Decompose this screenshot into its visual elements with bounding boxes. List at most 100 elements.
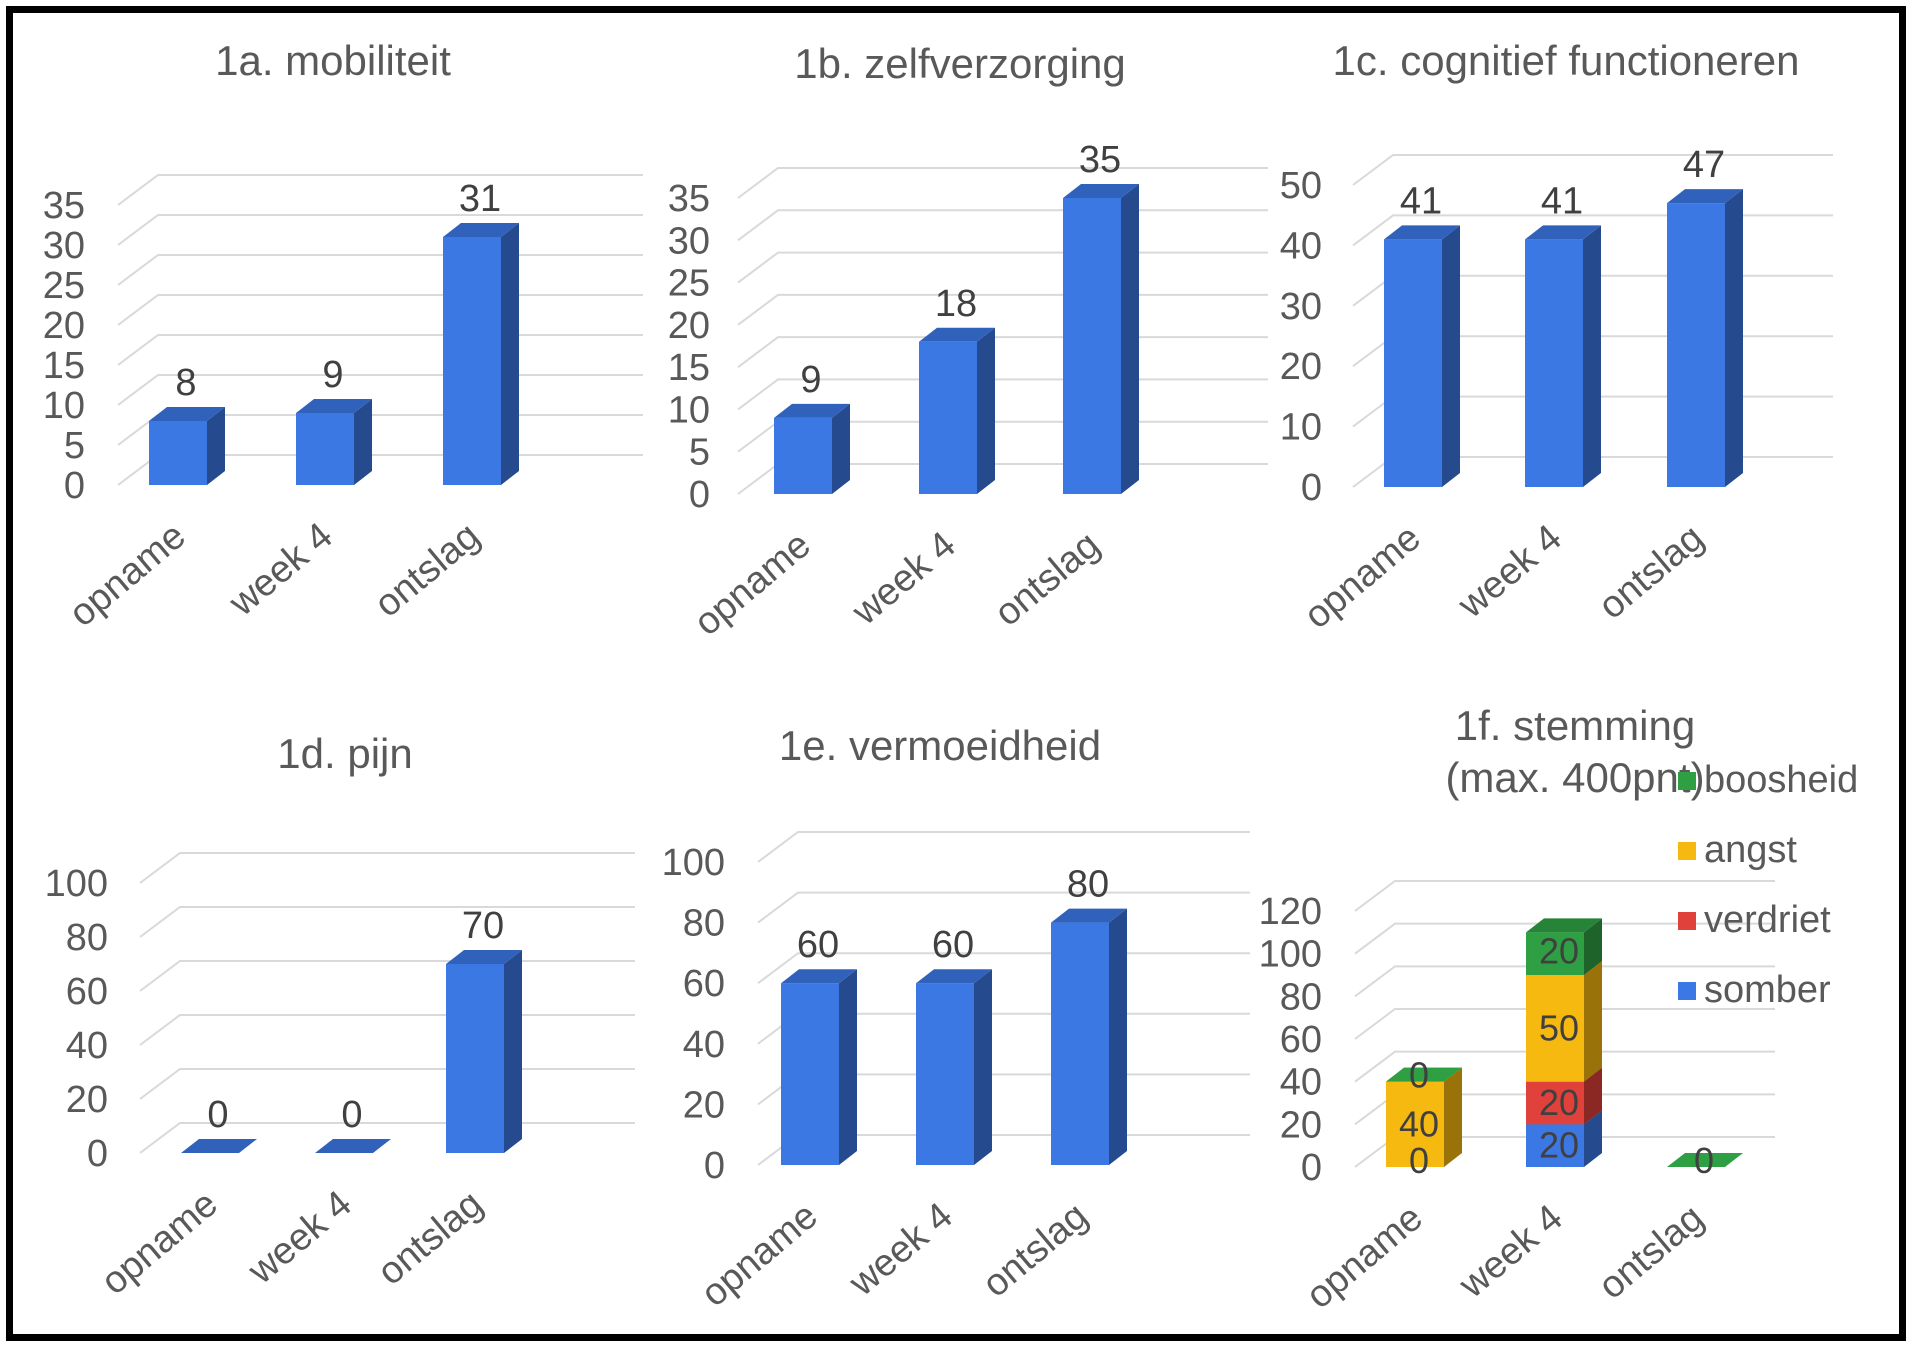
- x-category-label: opname: [94, 1183, 226, 1303]
- y-tick-label: 0: [704, 1145, 725, 1187]
- x-category-label: week 4: [844, 524, 964, 634]
- y-tick-label: 0: [87, 1133, 108, 1175]
- bar: [181, 1139, 257, 1153]
- legend-label: boosheid: [1704, 759, 1858, 801]
- x-category-label: ontslag: [975, 1195, 1096, 1306]
- x-category-label: week 4: [221, 515, 341, 625]
- y-tick-label: 20: [683, 1084, 725, 1126]
- bar: [919, 327, 995, 494]
- y-tick-label: 40: [66, 1025, 108, 1067]
- y-tick-label: 40: [1280, 1062, 1322, 1104]
- bar: [315, 1139, 391, 1153]
- y-tick-label: 10: [43, 385, 85, 427]
- legend-label: somber: [1704, 969, 1831, 1011]
- y-tick-label: 80: [1280, 976, 1322, 1018]
- data-label: 31: [459, 178, 501, 220]
- legend-swatch: [1678, 842, 1696, 860]
- bar: [916, 969, 992, 1165]
- y-tick-label: 20: [1280, 346, 1322, 388]
- y-tick-label: 0: [64, 465, 85, 507]
- y-tick-label: 20: [1280, 1104, 1322, 1146]
- data-label: 60: [932, 924, 974, 966]
- bar: [296, 399, 372, 485]
- chart-3: 1c. cognitief functioneren 0 10 20 30 40 50 opn…: [1280, 37, 1833, 637]
- x-category-label: week 4: [240, 1183, 360, 1293]
- gridline: [117, 294, 643, 326]
- gridline: [757, 891, 1250, 924]
- bar: [446, 950, 522, 1153]
- data-label: 0: [207, 1094, 228, 1136]
- x-category-label: opname: [694, 1195, 826, 1315]
- data-label: 0: [341, 1094, 362, 1136]
- y-tick-label: 20: [668, 305, 710, 347]
- data-label: 35: [1079, 139, 1121, 181]
- y-tick-label: 60: [683, 963, 725, 1005]
- y-tick-label: 15: [43, 345, 85, 387]
- data-label: 18: [935, 283, 977, 325]
- y-tick-label: 25: [668, 263, 710, 305]
- x-category-label: ontslag: [1591, 1197, 1712, 1308]
- legend-swatch: [1678, 772, 1696, 790]
- gridline: [1352, 154, 1833, 186]
- bar: [1384, 225, 1460, 488]
- chart-title: 1f. stemming: [1455, 702, 1695, 749]
- bar: [1667, 189, 1743, 487]
- y-tick-label: 0: [1301, 467, 1322, 509]
- segment-label: 50: [1539, 1007, 1579, 1048]
- y-tick-label: 60: [1280, 1019, 1322, 1061]
- bar-segment: [1526, 918, 1602, 975]
- gridline: [1354, 880, 1775, 912]
- gridline: [117, 334, 643, 366]
- bar: [781, 969, 857, 1165]
- y-tick-label: 35: [43, 185, 85, 227]
- y-tick-label: 30: [668, 220, 710, 262]
- bar: [443, 223, 519, 485]
- chart-6: 1f. stemming(max. 400pnt)020406080100120…: [1259, 702, 1859, 1317]
- legend-label: angst: [1704, 829, 1797, 871]
- x-category-label: opname: [1299, 1197, 1431, 1317]
- y-tick-label: 50: [1280, 165, 1322, 207]
- data-label: 8: [175, 362, 196, 404]
- x-category-label: week 4: [1450, 517, 1570, 627]
- segment-label: 0: [1694, 1140, 1714, 1181]
- bar: [1063, 184, 1139, 494]
- gridline: [117, 174, 643, 206]
- y-tick-label: 40: [1280, 225, 1322, 267]
- gridline: [737, 293, 1268, 326]
- x-category-label: opname: [62, 515, 194, 635]
- bar: [1051, 908, 1127, 1165]
- y-tick-label: 5: [64, 425, 85, 467]
- gridline: [117, 254, 643, 286]
- chart-subtitle: (max. 400pnt): [1445, 754, 1704, 801]
- segment-label: 20: [1539, 1125, 1579, 1166]
- bar: [1525, 225, 1601, 488]
- segment-label: 0: [1409, 1140, 1429, 1181]
- gridline: [139, 852, 635, 884]
- y-tick-label: 10: [1280, 407, 1322, 449]
- segment-label: 20: [1539, 1082, 1579, 1123]
- x-category-label: week 4: [1451, 1197, 1571, 1307]
- y-tick-label: 80: [66, 917, 108, 959]
- y-tick-label: 80: [683, 903, 725, 945]
- gridline: [737, 209, 1268, 242]
- y-tick-label: 100: [662, 842, 725, 884]
- gridline: [1354, 965, 1775, 998]
- gridline: [117, 374, 643, 406]
- y-tick-label: 40: [683, 1024, 725, 1066]
- gridline: [1354, 1050, 1775, 1083]
- gridline: [737, 251, 1268, 284]
- chart-title: 1c. cognitief functioneren: [1333, 37, 1800, 84]
- gridline: [1354, 922, 1775, 955]
- chart-title: 1d. pijn: [277, 730, 412, 777]
- data-label: 41: [1400, 180, 1442, 222]
- x-category-label: opname: [687, 524, 819, 644]
- gridline: [139, 1014, 635, 1046]
- gridline: [139, 906, 635, 938]
- y-tick-label: 20: [43, 305, 85, 347]
- data-label: 70: [462, 905, 504, 947]
- bar: [774, 403, 850, 494]
- y-tick-label: 30: [43, 225, 85, 267]
- x-category-label: ontslag: [1591, 517, 1712, 628]
